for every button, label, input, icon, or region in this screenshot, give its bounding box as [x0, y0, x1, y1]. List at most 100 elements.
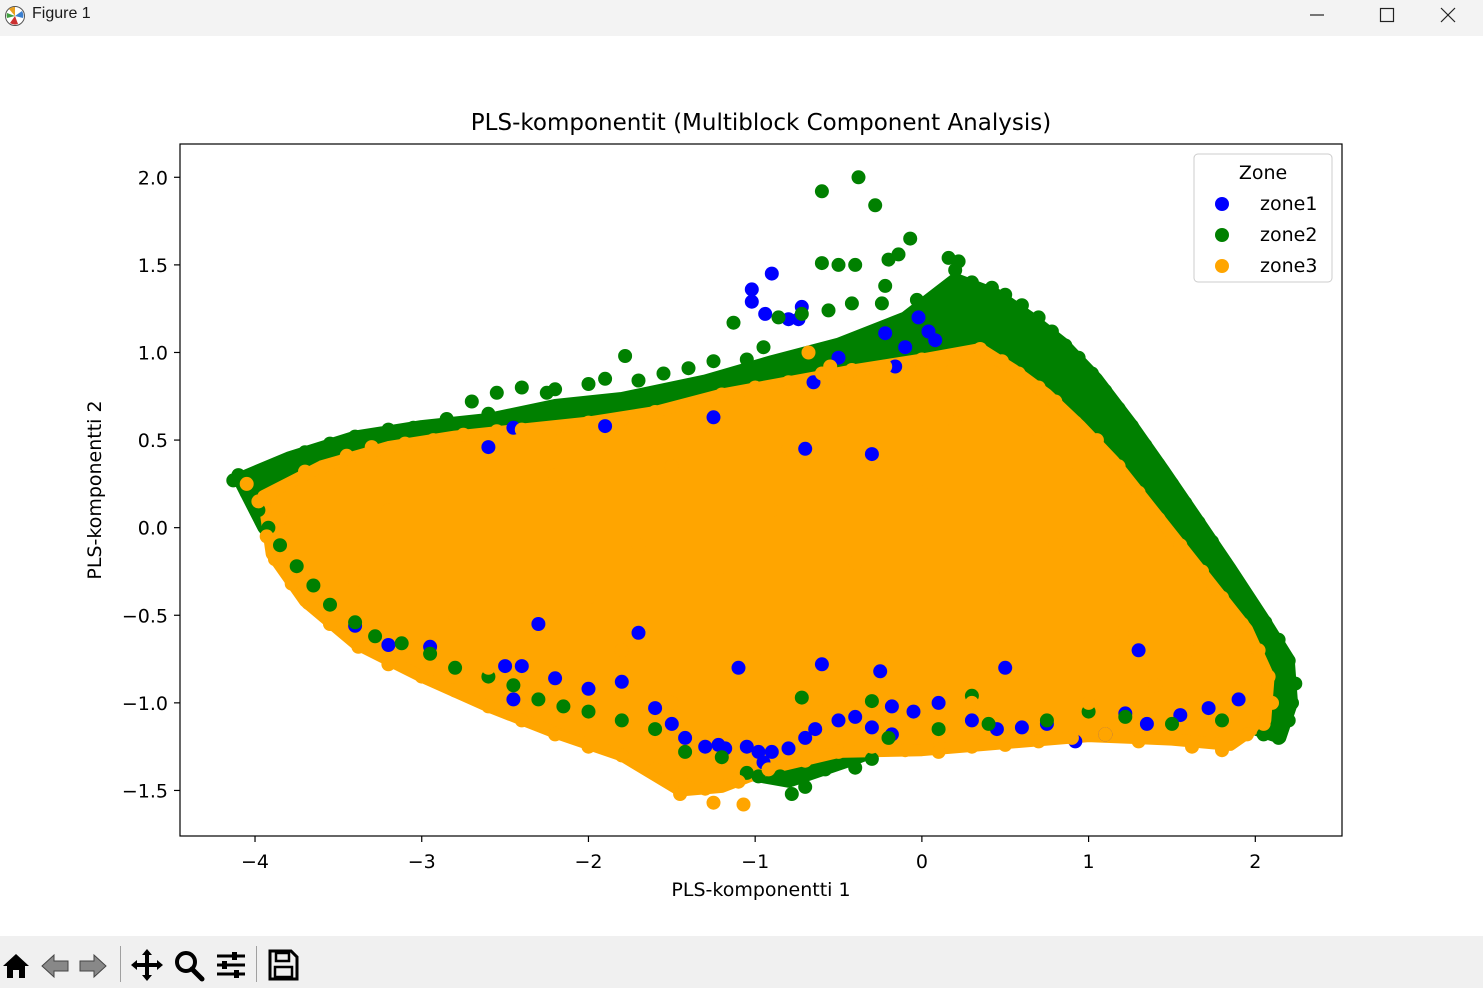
point-zone2 [948, 263, 963, 278]
point-zone3 [1081, 695, 1096, 710]
point-zone1 [928, 333, 943, 348]
point-zone3 [398, 436, 413, 451]
point-zone1 [631, 625, 646, 640]
point-zone1 [764, 744, 779, 759]
point-zone2 [614, 713, 629, 728]
point-zone3 [351, 639, 366, 654]
point-zone2 [439, 412, 454, 426]
point-zone2 [794, 306, 809, 321]
point-zone3 [284, 576, 299, 591]
y-tick-label: 0.5 [138, 430, 168, 452]
legend[interactable]: Zone zone1 zone2 zone3 [1193, 153, 1333, 283]
point-zone2 [756, 340, 771, 355]
data-points [226, 170, 1303, 812]
point-zone1 [698, 739, 713, 754]
point-zone3 [456, 427, 471, 442]
point-zone3 [1195, 564, 1209, 579]
toolbar-separator [256, 946, 257, 982]
point-zone3 [514, 422, 529, 437]
point-zone1 [848, 709, 863, 724]
home-button[interactable] [0, 946, 34, 982]
close-button[interactable] [1413, 0, 1483, 30]
point-zone2 [1165, 716, 1179, 731]
x-tick-label: 1 [1083, 851, 1095, 873]
point-zone1 [731, 660, 746, 675]
point-zone3 [881, 643, 896, 658]
point-zone2 [394, 636, 409, 651]
y-tick-label: −1.5 [122, 780, 168, 802]
point-zone1 [998, 660, 1013, 675]
back-button[interactable] [38, 946, 72, 982]
point-zone1 [744, 282, 759, 297]
point-zone2 [1205, 534, 1219, 549]
point-zone3 [798, 753, 813, 768]
point-zone3 [1131, 734, 1146, 749]
point-zone3 [748, 380, 763, 395]
point-zone3 [364, 440, 379, 455]
point-zone2 [406, 420, 421, 435]
point-zone3 [1111, 459, 1126, 474]
point-zone3 [1185, 739, 1199, 754]
point-zone2 [1245, 597, 1259, 612]
point-zone3 [581, 739, 596, 754]
legend-label-zone3: zone3 [1260, 255, 1317, 277]
point-zone2 [656, 366, 671, 381]
point-zone3 [781, 375, 796, 390]
zoom-button[interactable] [172, 946, 206, 982]
point-zone2 [771, 310, 786, 325]
point-zone3 [698, 781, 713, 796]
point-zone3 [1031, 424, 1046, 439]
point-zone2 [281, 457, 296, 472]
point-zone2 [751, 769, 766, 784]
point-zone2 [381, 422, 396, 437]
maximize-button[interactable] [1352, 0, 1422, 30]
point-zone1 [1014, 720, 1029, 735]
point-zone3 [736, 797, 751, 812]
point-zone3 [273, 511, 287, 526]
point-zone1 [581, 681, 596, 696]
point-zone1 [864, 447, 879, 462]
forward-button[interactable] [76, 946, 110, 982]
point-zone2 [1118, 709, 1133, 724]
pan-button[interactable] [130, 946, 164, 982]
point-zone3 [251, 494, 266, 509]
point-zone3 [498, 555, 513, 570]
point-zone1 [781, 741, 796, 756]
configure-subplots-button[interactable] [214, 946, 248, 982]
point-zone3 [761, 762, 776, 777]
back-icon [41, 953, 69, 979]
point-zone3 [1151, 511, 1166, 526]
point-zone3 [973, 342, 988, 356]
point-zone3 [1148, 590, 1163, 605]
point-zone2 [348, 429, 363, 444]
x-axis: −4 −3 −2 −1 0 1 2 [241, 836, 1261, 873]
point-zone2 [864, 694, 879, 709]
point-zone3 [551, 420, 566, 435]
legend-box [1193, 153, 1333, 283]
point-zone1 [911, 310, 926, 325]
point-zone3 [1014, 669, 1029, 684]
point-zone1 [739, 739, 754, 754]
point-zone2 [981, 716, 996, 731]
close-icon [1440, 7, 1456, 23]
point-zone2 [814, 256, 829, 271]
point-zone3 [1173, 538, 1188, 553]
point-zone2 [678, 744, 693, 759]
point-zone3 [664, 695, 679, 710]
point-zone3 [831, 744, 846, 759]
point-zone2 [864, 751, 879, 766]
minimize-button[interactable] [1282, 0, 1352, 30]
legend-marker-zone3 [1215, 259, 1229, 273]
point-zone2 [348, 615, 363, 630]
point-zone3 [706, 795, 721, 810]
point-zone3 [1064, 468, 1079, 483]
point-zone3 [323, 471, 337, 486]
point-zone3 [931, 744, 946, 759]
point-zone1 [831, 713, 846, 728]
save-button[interactable] [266, 946, 300, 982]
point-zone3 [381, 503, 396, 518]
point-zone3 [823, 359, 838, 374]
point-zone2 [1151, 457, 1166, 472]
x-tick-label: −1 [741, 851, 769, 873]
point-zone1 [884, 699, 899, 714]
